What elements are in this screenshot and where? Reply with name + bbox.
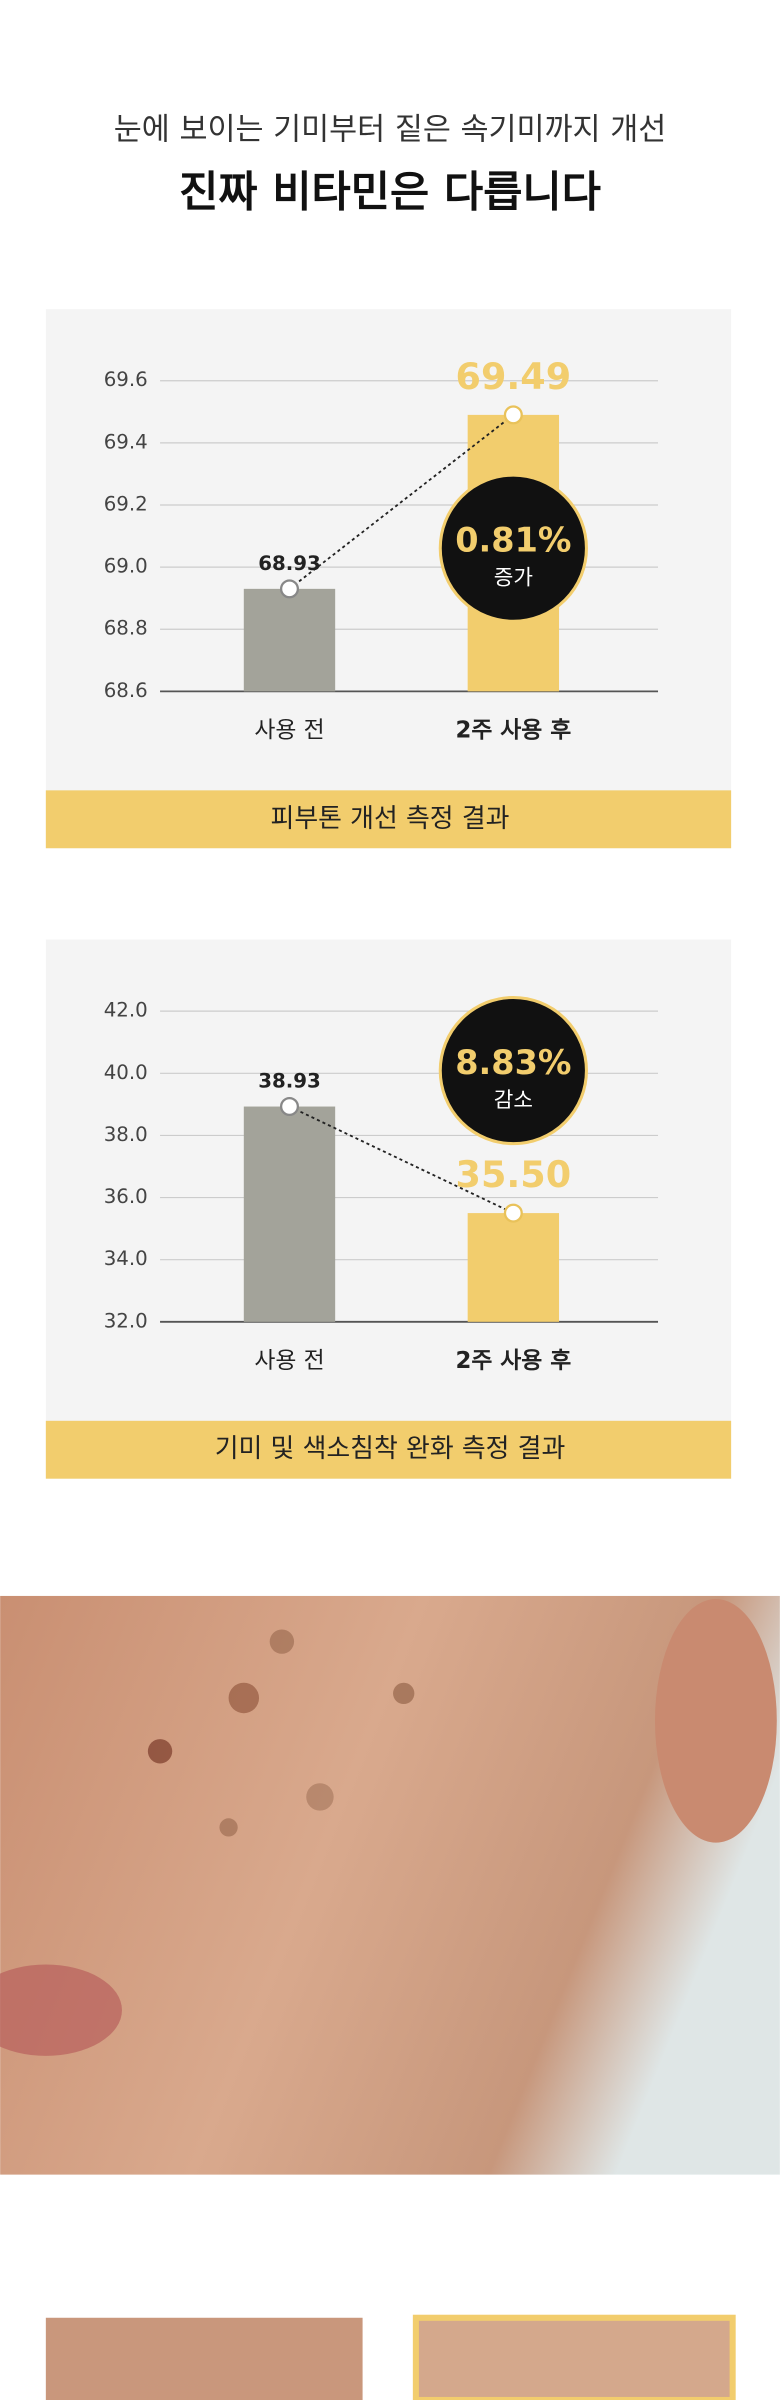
badge bbox=[438, 995, 588, 1146]
after-photo bbox=[412, 2314, 736, 2404]
y-tick-label: 38.0 bbox=[104, 1123, 148, 1146]
face-photo bbox=[0, 1595, 780, 2175]
badge bbox=[438, 473, 588, 623]
before-photo bbox=[45, 2317, 363, 2400]
y-tick-label: 69.0 bbox=[104, 555, 148, 578]
badge-value: 8.83% bbox=[455, 1043, 571, 1082]
y-tick-label: 68.8 bbox=[104, 617, 148, 640]
marker bbox=[279, 1097, 300, 1117]
badge-label: 증가 bbox=[494, 566, 533, 591]
y-tick-label: 69.6 bbox=[104, 368, 148, 391]
x-tick-label: 2주 사용 후 bbox=[455, 1348, 571, 1374]
panel bbox=[45, 309, 732, 849]
subtitle: 눈에 보이는 기미부터 짙은 속기미까지 개선 bbox=[114, 112, 666, 147]
connector bbox=[288, 414, 514, 590]
badge-label: 감소 bbox=[494, 1088, 533, 1113]
caption-bar bbox=[45, 1420, 732, 1479]
marker bbox=[503, 1203, 523, 1223]
caption: 기미 및 색소침착 완화 측정 결과 bbox=[215, 1434, 566, 1464]
value-label: 69.49 bbox=[456, 355, 572, 398]
y-tick-label: 69.4 bbox=[104, 430, 148, 453]
caption-bar bbox=[45, 790, 732, 849]
marker bbox=[503, 405, 523, 425]
badge-value: 0.81% bbox=[455, 521, 571, 560]
marker bbox=[279, 579, 300, 599]
bar bbox=[243, 1106, 336, 1322]
x-tick-label: 사용 전 bbox=[254, 1348, 324, 1374]
title: 진짜 비타민은 다릅니다 bbox=[179, 167, 601, 217]
y-tick-label: 36.0 bbox=[104, 1185, 148, 1208]
x-tick-label: 2주 사용 후 bbox=[455, 717, 571, 743]
value-label: 35.50 bbox=[456, 1153, 572, 1196]
bar bbox=[243, 588, 336, 692]
bar bbox=[467, 1213, 560, 1322]
y-tick-label: 40.0 bbox=[104, 1061, 148, 1084]
y-tick-label: 32.0 bbox=[104, 1309, 148, 1332]
x-tick-label: 사용 전 bbox=[254, 717, 324, 743]
y-tick-label: 69.2 bbox=[104, 492, 148, 515]
caption: 피부톤 개선 측정 결과 bbox=[271, 804, 510, 834]
value-label: 68.93 bbox=[258, 552, 321, 575]
y-tick-label: 34.0 bbox=[104, 1247, 148, 1270]
value-label: 38.93 bbox=[258, 1070, 321, 1093]
y-tick-label: 42.0 bbox=[104, 999, 148, 1022]
y-tick-label: 68.6 bbox=[104, 679, 148, 702]
charts: 68.6 68.8 69.0 69.2 69.4 69.6 사용 전 68.93 2주 사용 후… bbox=[45, 309, 732, 1479]
connector bbox=[289, 1105, 514, 1214]
panel bbox=[45, 939, 732, 1479]
